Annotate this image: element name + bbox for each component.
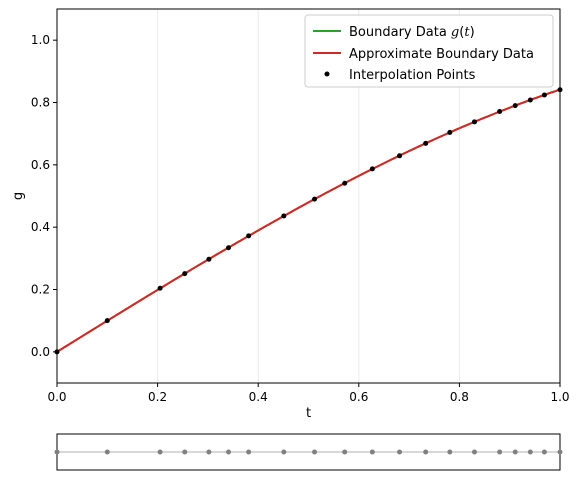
strip-point-17 [527, 449, 533, 455]
strip-plot [54, 433, 563, 471]
interpolation-point-2 [157, 285, 163, 291]
legend-box [304, 14, 554, 88]
strip-point-2 [157, 449, 163, 455]
interpolation-point-10 [369, 166, 375, 172]
y-axis-label: g [11, 192, 26, 200]
strip-point-1 [104, 449, 110, 455]
x-tick-label-3: 0.6 [349, 390, 368, 404]
y-tick-label-5: 1.0 [31, 33, 50, 47]
legend-label-points: Interpolation Points [349, 68, 476, 83]
interpolation-point-6 [246, 233, 252, 239]
interpolation-point-15 [497, 109, 503, 115]
strip-point-10 [369, 449, 375, 455]
interpolation-point-13 [447, 129, 453, 135]
y-tick-label-1: 0.2 [31, 283, 50, 297]
interpolation-point-4 [206, 256, 212, 262]
x-tick-label-5: 1.0 [550, 390, 569, 404]
x-axis-ticks: 0.0 0.2 0.4 0.6 0.8 1.0 [47, 383, 570, 404]
strip-point-5 [226, 449, 232, 455]
x-axis-label: t [306, 406, 311, 421]
strip-points [54, 449, 563, 455]
y-axis-ticks: 0.0 0.2 0.4 0.6 0.8 1.0 [31, 33, 57, 359]
strip-point-14 [471, 449, 477, 455]
strip-point-15 [497, 449, 503, 455]
strip-point-16 [512, 449, 518, 455]
interpolation-point-11 [397, 153, 403, 159]
strip-point-12 [423, 449, 429, 455]
x-tick-label-4: 0.8 [450, 390, 469, 404]
interpolation-point-3 [182, 271, 188, 277]
strip-point-11 [397, 449, 403, 455]
y-tick-label-4: 0.8 [31, 96, 50, 110]
y-tick-label-0: 0.0 [31, 345, 50, 359]
interpolation-point-9 [342, 180, 348, 186]
legend-label-boundary: Boundary Data g(t) [349, 25, 475, 40]
strip-point-19 [557, 449, 563, 455]
strip-point-18 [541, 449, 547, 455]
interpolation-point-7 [281, 213, 287, 219]
interpolation-point-12 [423, 140, 429, 146]
interpolation-point-5 [226, 245, 232, 251]
interpolation-point-17 [527, 97, 533, 103]
legend-label-approx: Approximate Boundary Data [349, 47, 534, 62]
x-tick-label-1: 0.2 [148, 390, 167, 404]
interpolation-point-8 [312, 196, 318, 202]
legend-swatch-points [324, 71, 330, 77]
y-tick-label-2: 0.4 [31, 220, 50, 234]
strip-point-13 [447, 449, 453, 455]
x-tick-label-2: 0.4 [249, 390, 268, 404]
strip-point-8 [312, 449, 318, 455]
strip-point-4 [206, 449, 212, 455]
interpolation-point-18 [541, 92, 547, 98]
interpolation-point-1 [104, 318, 110, 324]
strip-point-3 [182, 449, 188, 455]
legend: Boundary Data g(t) Approximate Boundary … [304, 14, 554, 88]
interpolation-point-14 [471, 119, 477, 125]
strip-point-9 [342, 449, 348, 455]
y-tick-label-3: 0.6 [31, 158, 50, 172]
interpolation-point-16 [512, 103, 518, 109]
main-plot-frame [56, 8, 561, 384]
strip-point-7 [281, 449, 287, 455]
x-tick-label-0: 0.0 [47, 390, 66, 404]
strip-point-0 [54, 449, 60, 455]
strip-point-6 [246, 449, 252, 455]
